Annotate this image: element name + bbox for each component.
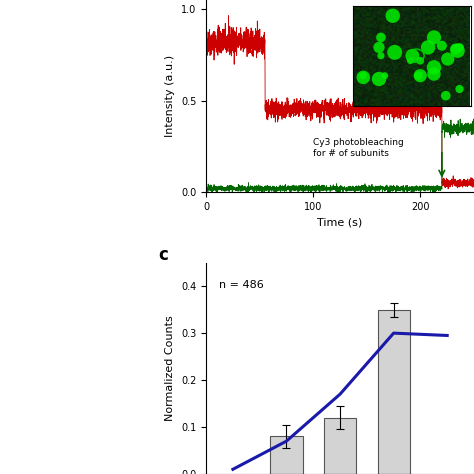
Text: b: b bbox=[158, 0, 170, 3]
Cy3 bbox=[443, 128, 448, 134]
Y-axis label: Intensity (a.u.): Intensity (a.u.) bbox=[165, 55, 175, 137]
Cy3 bbox=[307, 186, 313, 191]
Line: Cy5: Cy5 bbox=[206, 16, 474, 189]
Cy5 bbox=[353, 106, 358, 112]
Cy3 bbox=[203, 185, 209, 191]
Cy5 bbox=[432, 113, 438, 118]
Cy5 bbox=[445, 186, 451, 192]
Cy3 bbox=[471, 128, 474, 133]
Cy5 bbox=[307, 106, 313, 112]
Cy5 bbox=[209, 42, 214, 47]
Cy3 bbox=[209, 188, 214, 194]
Text: Cy5: Cy5 bbox=[372, 69, 391, 79]
Text: Cy3 photobleaching
for # of subunits: Cy3 photobleaching for # of subunits bbox=[313, 138, 404, 158]
Line: Cy3: Cy3 bbox=[206, 119, 474, 193]
Cy3 bbox=[421, 185, 427, 191]
Cy5 bbox=[421, 105, 427, 111]
Cy5 bbox=[226, 13, 231, 18]
Bar bbox=[378, 310, 410, 474]
Bar bbox=[270, 437, 302, 474]
Cy3 bbox=[385, 190, 391, 196]
Y-axis label: Normalized Counts: Normalized Counts bbox=[165, 316, 175, 421]
Cy3 bbox=[353, 186, 358, 192]
Cy5 bbox=[203, 36, 209, 42]
Cy3 bbox=[471, 116, 474, 122]
Text: c: c bbox=[158, 246, 168, 264]
Cy3 bbox=[432, 189, 438, 194]
X-axis label: Time (s): Time (s) bbox=[318, 218, 363, 228]
Cy5 bbox=[471, 179, 474, 185]
Text: Cy3: Cy3 bbox=[372, 46, 391, 56]
Text: n = 486: n = 486 bbox=[219, 280, 264, 290]
Cy5 bbox=[443, 184, 448, 190]
Bar bbox=[324, 418, 356, 474]
